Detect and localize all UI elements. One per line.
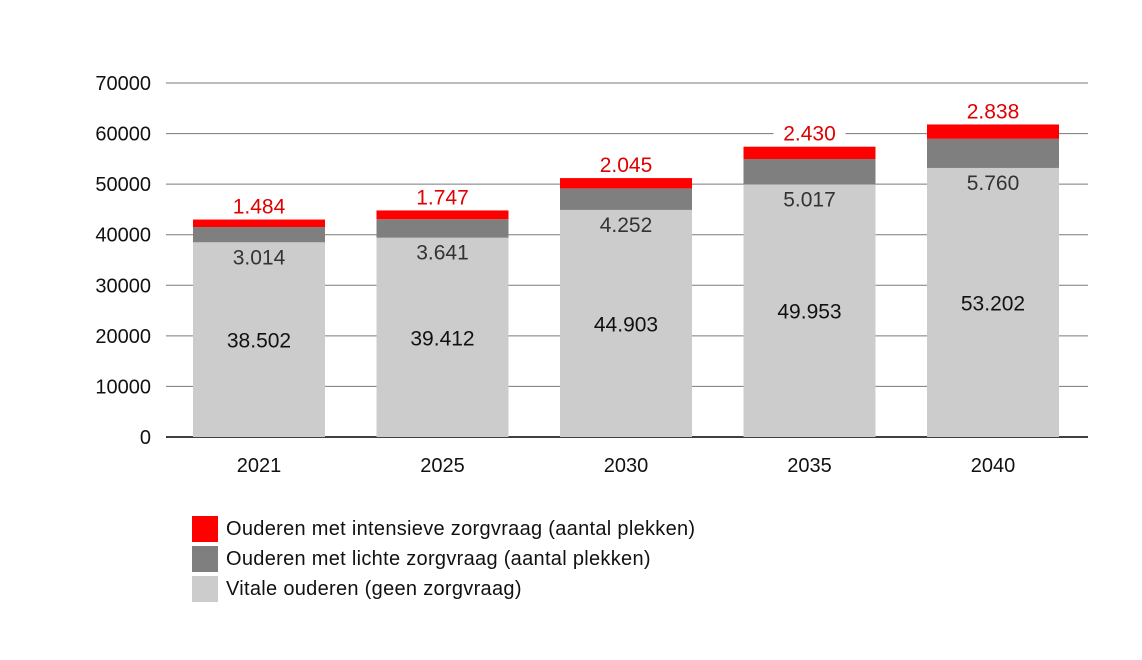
data-labels: 38.502 3.014 1.484 39.412 3.641 1.747 44.903 4.… bbox=[223, 99, 1029, 353]
bar-segment-2035-series-0 bbox=[743, 184, 876, 437]
data-label-2030-series-2: 2.045 bbox=[600, 154, 653, 177]
legend-swatch-vitale-ouderen bbox=[192, 576, 218, 602]
legend-swatch-intensieve-zorgvraag bbox=[192, 516, 218, 542]
data-label-2040-series-2: 2.838 bbox=[967, 100, 1020, 123]
bar-segment-2021-series-1 bbox=[193, 227, 325, 243]
data-label-2030-series-1: 4.252 bbox=[600, 214, 653, 237]
bars bbox=[193, 124, 1059, 437]
bar-segment-2030-series-0 bbox=[560, 209, 692, 437]
bar-segment-2025-series-2 bbox=[376, 210, 509, 220]
label-background bbox=[406, 185, 479, 210]
legend-swatch-lichte-zorgvraag bbox=[192, 546, 218, 572]
data-label-2035-series-1: 5.017 bbox=[783, 188, 836, 211]
y-tick-label: 0 bbox=[140, 427, 151, 449]
data-label-2030-series-0: 44.903 bbox=[594, 313, 658, 336]
bar-segment-2040-series-2 bbox=[927, 124, 1059, 139]
x-tick-label: 2035 bbox=[787, 455, 832, 477]
bar-segment-2021-series-0 bbox=[193, 242, 325, 437]
data-label-2025-series-0: 39.412 bbox=[410, 327, 474, 350]
data-label-2035-series-0: 49.953 bbox=[777, 301, 841, 324]
bar-segment-2035-series-1 bbox=[743, 159, 876, 185]
y-tick-label: 70000 bbox=[95, 73, 151, 95]
legend-item-intensieve-zorgvraag: Ouderen met intensieve zorgvraag (aantal… bbox=[192, 514, 695, 544]
legend: Ouderen met intensieve zorgvraag (aantal… bbox=[192, 514, 695, 604]
x-tick-label: 2030 bbox=[604, 455, 649, 477]
bar-segment-2040-series-1 bbox=[927, 138, 1059, 168]
x-tick-label: 2025 bbox=[420, 455, 465, 477]
legend-label-vitale-ouderen: Vitale ouderen (geen zorgvraag) bbox=[226, 577, 522, 600]
y-tick-label: 60000 bbox=[95, 124, 151, 146]
data-label-2040-series-1: 5.760 bbox=[967, 172, 1020, 195]
data-label-2021-series-2: 1.484 bbox=[233, 196, 286, 219]
data-label-2035-series-2: 2.430 bbox=[783, 123, 836, 146]
legend-item-vitale-ouderen: Vitale ouderen (geen zorgvraag) bbox=[192, 574, 695, 604]
label-background bbox=[957, 99, 1029, 124]
bar-segment-2040-series-0 bbox=[927, 167, 1059, 437]
data-label-2040-series-0: 53.202 bbox=[961, 292, 1025, 315]
bar-segment-2021-series-2 bbox=[193, 219, 325, 228]
bar-segment-2035-series-2 bbox=[743, 146, 876, 160]
x-tick-label: 2021 bbox=[237, 455, 282, 477]
y-tick-label: 10000 bbox=[95, 376, 151, 398]
x-tick-label: 2040 bbox=[971, 455, 1016, 477]
x-axis-ticks: 2021 2025 2030 2035 2040 bbox=[237, 455, 1016, 477]
data-label-2021-series-0: 38.502 bbox=[227, 330, 291, 353]
legend-item-lichte-zorgvraag: Ouderen met lichte zorgvraag (aantal ple… bbox=[192, 544, 695, 574]
bar-segment-2030-series-1 bbox=[560, 188, 692, 210]
bar-segment-2025-series-0 bbox=[376, 237, 509, 437]
label-background bbox=[223, 194, 295, 219]
legend-label-intensieve-zorgvraag: Ouderen met intensieve zorgvraag (aantal… bbox=[226, 517, 696, 540]
legend-label-lichte-zorgvraag: Ouderen met lichte zorgvraag (aantal ple… bbox=[226, 547, 651, 570]
y-axis-ticks: 0 10000 20000 30000 40000 50000 60000 70000 bbox=[95, 73, 151, 449]
y-tick-label: 50000 bbox=[95, 174, 151, 196]
y-tick-label: 30000 bbox=[95, 275, 151, 297]
data-label-2025-series-1: 3.641 bbox=[416, 242, 469, 265]
label-background bbox=[590, 153, 662, 178]
bar-segment-2030-series-2 bbox=[560, 178, 692, 189]
bar-segment-2025-series-1 bbox=[376, 219, 509, 238]
y-tick-label: 20000 bbox=[95, 326, 151, 348]
y-tick-label: 40000 bbox=[95, 225, 151, 247]
data-label-2025-series-2: 1.747 bbox=[416, 186, 469, 209]
label-background bbox=[773, 121, 846, 146]
data-label-2021-series-1: 3.014 bbox=[233, 246, 286, 269]
